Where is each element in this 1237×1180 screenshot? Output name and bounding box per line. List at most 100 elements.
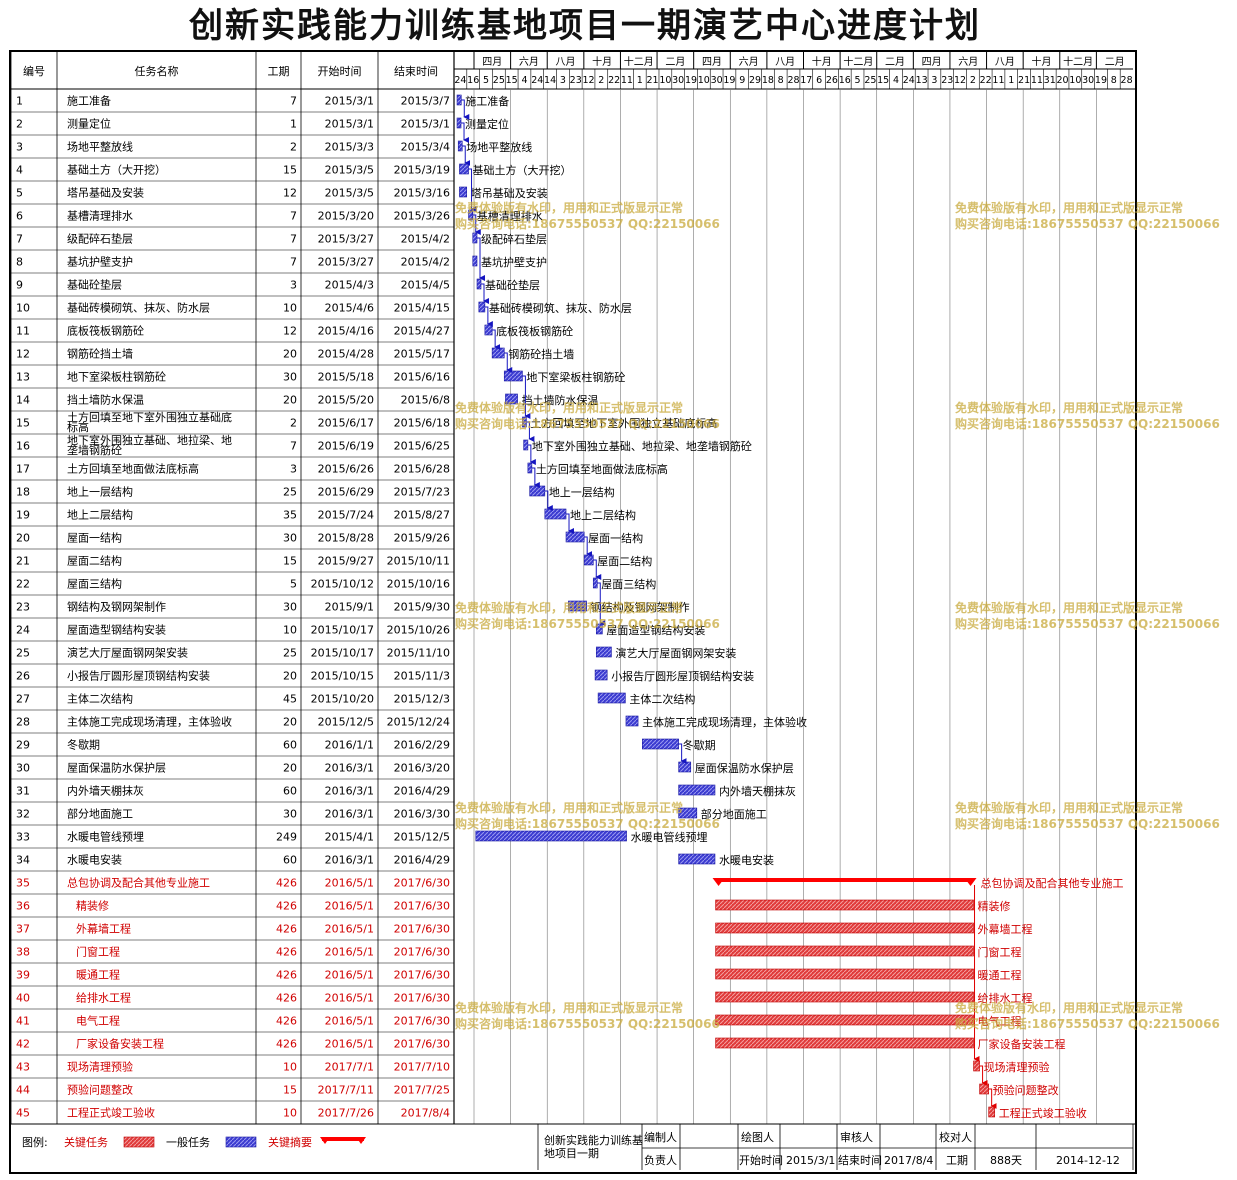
- task-end: 2015/6/16: [394, 371, 450, 384]
- task-id: 45: [16, 1107, 30, 1120]
- table-row: 17 土方回填至地面做法底标高 3 2015/6/26 2015/6/28: [11, 462, 454, 481]
- tick-label: 23: [570, 75, 582, 86]
- task-name: 土方回填至地下室外围独立基础底: [67, 410, 232, 424]
- task-start: 2017/7/26: [318, 1107, 374, 1120]
- bar-label: 地下室外围独立基础、地拉梁、地垄墙钢筋砼: [532, 439, 752, 453]
- task-duration: 10: [283, 624, 297, 637]
- task-duration: 30: [283, 532, 297, 545]
- task-end: 2015/11/10: [387, 647, 450, 660]
- bar-label: 精装修: [978, 899, 1011, 913]
- tick-label: 22: [608, 75, 620, 86]
- task-bar-group: 总包协调及配合其他专业施工: [712, 876, 1124, 890]
- task-bar: [642, 738, 679, 750]
- task-id: 36: [16, 900, 30, 913]
- column-header-start: 开始时间: [318, 64, 362, 78]
- month-label: 十月: [592, 55, 612, 68]
- task-bar-group: 土方回填至地面做法底标高: [527, 462, 668, 476]
- tick-label: 12: [582, 75, 594, 86]
- dependency-arrow: [584, 536, 593, 557]
- task-id: 2: [16, 118, 23, 131]
- footer-project-name-cont: 地项目一期: [544, 1147, 599, 1160]
- table-row: 4 基础土方（大开挖） 15 2015/3/5 2015/3/19: [11, 163, 454, 182]
- dependency-arrow: [462, 145, 471, 166]
- task-start: 2015/4/1: [325, 831, 374, 844]
- bar-label: 小报告厅圆形屋顶钢结构安装: [611, 669, 754, 683]
- task-start: 2015/7/24: [318, 509, 374, 522]
- legend-summary-swatch: [322, 1137, 364, 1141]
- tick-label: 31: [1044, 75, 1056, 86]
- bar-label: 门窗工程: [978, 945, 1022, 959]
- dependency-arrow: [531, 467, 540, 488]
- tick-label: 30: [672, 75, 684, 86]
- task-start: 2015/5/20: [318, 394, 374, 407]
- task-end: 2016/4/29: [394, 785, 450, 798]
- tick-label: 21: [647, 75, 659, 86]
- task-start: 2015/3/27: [318, 233, 374, 246]
- footer-value: 888天: [990, 1154, 1022, 1167]
- bar-label: 底板筏板钢筋砼: [496, 324, 573, 338]
- task-end: 2015/12/5: [394, 831, 450, 844]
- table-row: 44 预验问题整改 15 2017/7/11 2017/7/25: [11, 1083, 454, 1102]
- task-start: 2015/3/5: [325, 187, 374, 200]
- bar-label: 水暖电安装: [719, 853, 774, 867]
- bar-label: 挡土墙防水保温: [522, 393, 599, 407]
- month-label: 十二月: [1063, 55, 1093, 68]
- task-end: 2017/6/30: [394, 900, 450, 913]
- task-end: 2015/3/1: [401, 118, 450, 131]
- task-bar: [472, 232, 478, 244]
- table-row: 41 电气工程 426 2016/5/1 2017/6/30: [11, 1014, 454, 1033]
- footer-value: 2015/3/1: [786, 1154, 835, 1167]
- task-duration: 20: [283, 670, 297, 683]
- task-id: 39: [16, 969, 30, 982]
- task-name: 预验问题整改: [67, 1083, 133, 1097]
- task-bar: [503, 370, 523, 382]
- task-name: 工程正式竣工验收: [67, 1106, 155, 1120]
- task-name: 土方回填至地面做法底标高: [67, 462, 199, 476]
- table-row: 31 内外墙天棚抹灰 60 2016/3/1 2016/4/29: [11, 784, 454, 803]
- task-name: 挡土墙防水保温: [67, 393, 144, 407]
- task-end: 2017/6/30: [394, 992, 450, 1005]
- task-duration: 10: [283, 1107, 297, 1120]
- dependency-arrow: [979, 1065, 988, 1086]
- task-start: 2015/9/1: [325, 601, 374, 614]
- task-duration: 426: [276, 992, 297, 1005]
- tick-label: 30: [1082, 75, 1094, 86]
- summary-bar-cap: [964, 878, 977, 886]
- task-name: 底板筏板钢筋砼: [67, 324, 144, 338]
- critical-task-bar: [715, 922, 974, 934]
- legend-normal-label: 一般任务: [166, 1136, 210, 1149]
- task-bar-group: 外幕墙工程: [715, 922, 1033, 936]
- task-bar: [459, 163, 469, 175]
- task-id: 1: [16, 95, 23, 108]
- legend-summary-cap: [320, 1137, 330, 1144]
- dependency-arrow: [504, 352, 513, 373]
- task-start: 2015/4/3: [325, 279, 374, 292]
- task-start: 2016/3/1: [325, 808, 374, 821]
- task-name: 屋面三结构: [67, 577, 122, 591]
- table-row: 12 钢筋砼挡土墙 20 2015/4/28 2015/5/17: [11, 347, 454, 366]
- bar-label: 场地平整放线: [466, 140, 532, 154]
- task-start: 2015/4/16: [318, 325, 374, 338]
- task-name: 演艺大厅屋面钢网架安装: [67, 646, 188, 660]
- bar-label: 给排水工程: [978, 991, 1033, 1005]
- task-end: 2015/3/16: [394, 187, 450, 200]
- column-header-duration: 工期: [268, 65, 290, 78]
- task-name: 部分地面施工: [67, 807, 133, 821]
- task-bar: [478, 301, 486, 313]
- task-name: 水暖电管线预埋: [67, 830, 144, 844]
- bar-label: 屋面造型钢结构安装: [606, 623, 705, 637]
- task-bar: [459, 186, 468, 198]
- task-id: 37: [16, 923, 30, 936]
- summary-bar: [715, 878, 974, 882]
- tick-label: 25: [864, 75, 876, 86]
- table-row: 43 现场清理预验 10 2017/7/1 2017/7/10: [11, 1060, 454, 1079]
- dependency-arrow: [481, 283, 490, 304]
- tick-label: 21: [1018, 75, 1030, 86]
- tick-label: 5: [855, 75, 861, 86]
- table-row: 23 钢结构及钢网架制作 30 2015/9/1 2015/9/30: [11, 600, 454, 619]
- table-row: 8 基坑护壁支护 7 2015/3/27 2015/4/2: [11, 255, 454, 274]
- task-name: 主体二次结构: [67, 692, 133, 706]
- bar-label: 内外墙天棚抹灰: [719, 784, 796, 798]
- task-duration: 7: [290, 95, 297, 108]
- task-bar: [522, 416, 527, 428]
